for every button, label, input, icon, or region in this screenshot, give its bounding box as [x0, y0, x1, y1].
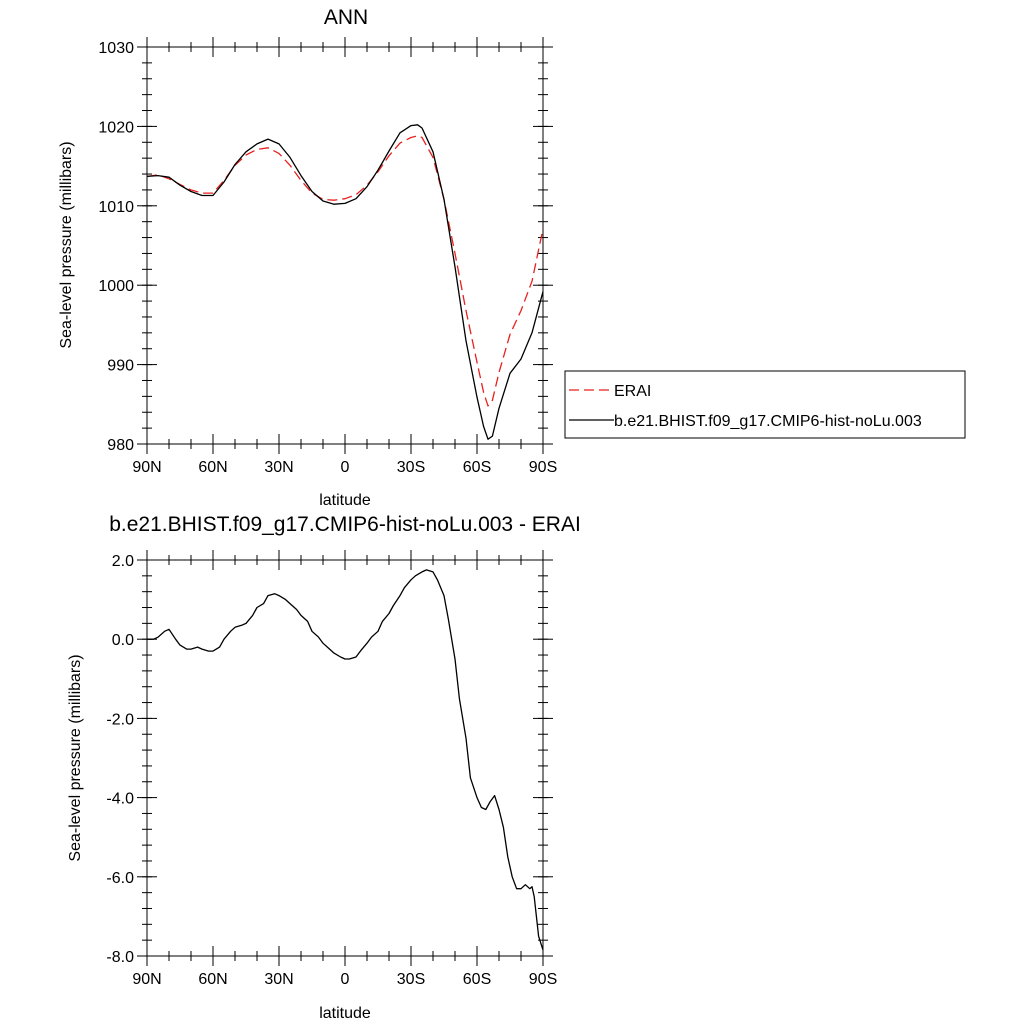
x-axis-label: latitude	[319, 492, 371, 509]
y-axis-label: Sea-level pressure (millibars)	[67, 654, 84, 861]
bottom-panel: b.e21.BHIST.f09_g17.CMIP6-hist-noLu.003 …	[67, 513, 581, 1022]
x-tick-label: 0	[341, 459, 350, 476]
x-tick-label: 30S	[397, 971, 425, 988]
y-tick-label: 1020	[98, 119, 134, 136]
y-tick-label: 2.0	[112, 553, 134, 570]
y-tick-label: 1000	[98, 278, 134, 295]
legend: ERAI b.e21.BHIST.f09_g17.CMIP6-hist-noLu…	[564, 370, 966, 439]
y-tick-label: -2.0	[106, 711, 134, 728]
y-tick-label: 980	[107, 437, 134, 454]
x-tick-label: 30N	[264, 971, 293, 988]
legend-box	[564, 370, 966, 439]
legend-label-model: b.e21.BHIST.f09_g17.CMIP6-hist-noLu.003	[614, 413, 922, 430]
series-line	[147, 569, 544, 951]
series-line	[146, 124, 544, 440]
x-tick-label: 90N	[132, 459, 161, 476]
plot-frame	[146, 46, 544, 445]
x-tick-label: 30S	[397, 459, 425, 476]
y-tick-label: -6.0	[106, 870, 134, 887]
legend-label-erai: ERAI	[614, 383, 651, 400]
y-tick-label: 1010	[98, 199, 134, 216]
x-tick-label: 0	[341, 971, 350, 988]
x-tick-label: 60S	[463, 459, 491, 476]
top-panel: ANN 90N 60N 30N 0 30S 60S 90S 980 990 1000 1010 102…	[58, 6, 966, 509]
plot-frame	[146, 559, 544, 957]
y-tick-label: -4.0	[106, 791, 134, 808]
ticks: 90N 60N 30N 0 30S 60S 90S 980 990 1000 1010 1020 103…	[98, 37, 557, 476]
x-tick-label: 90N	[132, 971, 161, 988]
x-tick-label: 30N	[264, 459, 293, 476]
x-tick-label: 90S	[529, 459, 557, 476]
y-tick-label: 0.0	[112, 632, 134, 649]
y-axis-label: Sea-level pressure (millibars)	[58, 141, 75, 348]
chart-title: b.e21.BHIST.f09_g17.CMIP6-hist-noLu.003 …	[109, 513, 581, 536]
series	[147, 569, 544, 951]
y-tick-label: -8.0	[106, 949, 134, 966]
x-tick-label: 60S	[463, 971, 491, 988]
y-tick-label: 1030	[98, 40, 134, 57]
x-tick-label: 90S	[529, 971, 557, 988]
series	[146, 124, 544, 440]
chart-title: ANN	[324, 6, 368, 29]
series-line	[146, 135, 544, 407]
x-tick-label: 60N	[198, 971, 227, 988]
y-tick-label: 990	[107, 358, 134, 375]
ticks: 90N 60N 30N 0 30S 60S 90S -8.0 -6.0 -4.0 -2.0 0.0 2.…	[106, 550, 557, 988]
x-axis-label: latitude	[319, 1005, 371, 1022]
x-tick-label: 60N	[198, 459, 227, 476]
